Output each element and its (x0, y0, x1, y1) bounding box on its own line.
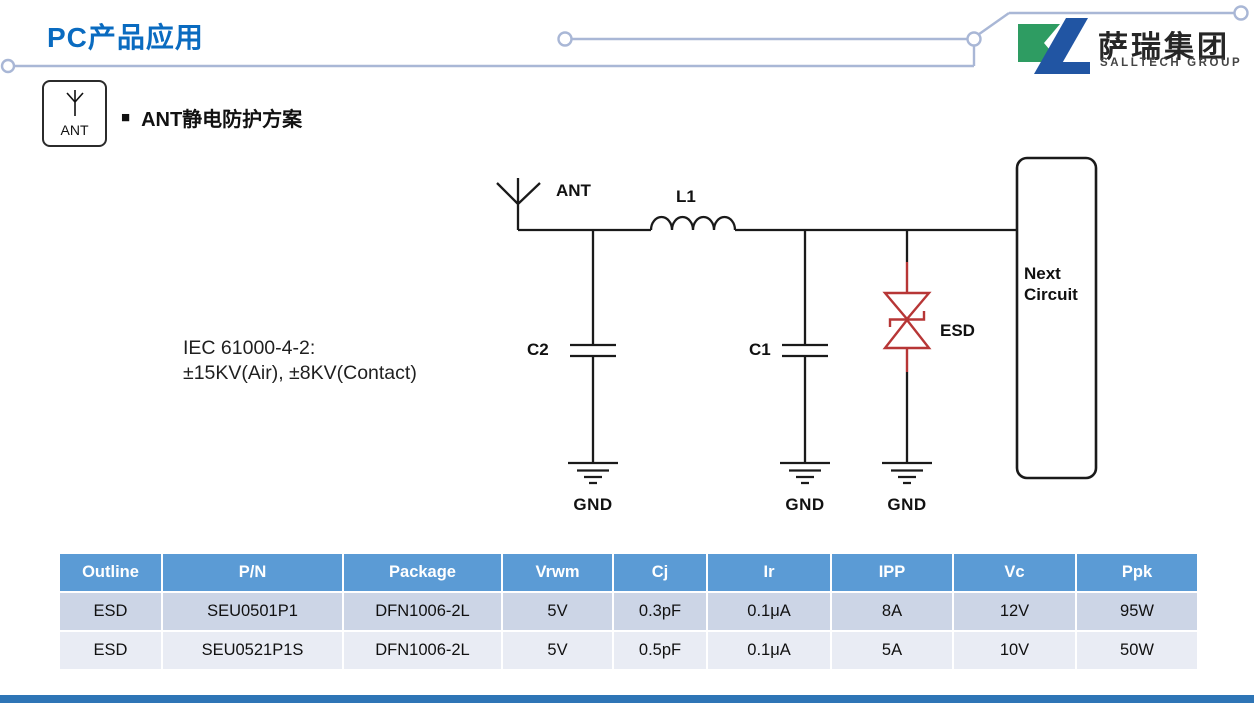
table-cell: 5A (830, 630, 954, 671)
next-circuit-label: Next Circuit (1024, 264, 1078, 304)
table-cell: SEU0521P1S (161, 630, 344, 671)
table-header-row: Outline P/N Package Vrwm Cj Ir IPP Vc Pp… (58, 552, 1199, 593)
table-cell: 0.3pF (612, 591, 708, 632)
table-row: ESD SEU0501P1 DFN1006-2L 5V 0.3pF 0.1μA … (58, 591, 1199, 632)
logo-name-en: SALLTECH GROUP (1100, 57, 1243, 69)
heading-bullet: ■ (121, 109, 131, 126)
table-header-cell: Outline (58, 552, 163, 593)
table-cell: 0.1μA (706, 630, 832, 671)
table-header-cell: Ir (706, 552, 832, 593)
table-header-cell: Vc (952, 552, 1077, 593)
iec-note-line2: ±15KV(Air), ±8KV(Contact) (183, 362, 417, 384)
table-cell: ESD (58, 630, 163, 671)
ant-badge-label: ANT (60, 122, 89, 138)
iec-standard-note: IEC 61000-4-2: ±15KV(Air), ±8KV(Contact) (183, 336, 417, 386)
ant-net-label: ANT (556, 181, 591, 200)
next-circuit-box (1015, 156, 1098, 480)
logo-name-cn: 萨瑞集团 (1098, 31, 1230, 64)
table-header-cell: IPP (830, 552, 954, 593)
table-cell: 50W (1075, 630, 1199, 671)
table-cell: 0.1μA (706, 591, 832, 632)
table-cell: 5V (501, 630, 614, 671)
bottom-accent-bar (0, 695, 1254, 703)
table-header-cell: Cj (612, 552, 708, 593)
table-cell: DFN1006-2L (342, 591, 503, 632)
page-title: PC产品应用 (47, 22, 204, 53)
gnd-label-3: GND (887, 495, 927, 514)
esd-tvs-diode (882, 262, 932, 372)
table-cell: DFN1006-2L (342, 630, 503, 671)
gnd-label-1: GND (573, 495, 613, 514)
ant-badge: ANT (42, 80, 107, 147)
iec-note-line1: IEC 61000-4-2: (183, 337, 316, 359)
esd-spec-table: Outline P/N Package Vrwm Cj Ir IPP Vc Pp… (58, 552, 1199, 671)
table-cell: 8A (830, 591, 954, 632)
table-header-cell: Ppk (1075, 552, 1199, 593)
capacitor-c2-label: C2 (527, 340, 549, 359)
antenna-icon (65, 90, 84, 116)
company-logo: 萨瑞集团 SALLTECH GROUP (1014, 10, 1244, 80)
section-heading-row: ■ ANT静电防护方案 (121, 103, 302, 132)
table-cell: 0.5pF (612, 630, 708, 671)
salltech-logo-icon (1018, 18, 1090, 74)
inductor-l1-label: L1 (676, 187, 696, 206)
table-row: ESD SEU0521P1S DFN1006-2L 5V 0.5pF 0.1μA… (58, 630, 1199, 671)
section-heading: ANT静电防护方案 (141, 109, 303, 131)
table-header-cell: Vrwm (501, 552, 614, 593)
table-cell: 5V (501, 591, 614, 632)
table-cell: ESD (58, 591, 163, 632)
gnd-label-2: GND (785, 495, 825, 514)
capacitor-c1-label: C1 (749, 340, 771, 359)
table-cell: 95W (1075, 591, 1199, 632)
table-cell: SEU0501P1 (161, 591, 344, 632)
table-header-cell: P/N (161, 552, 344, 593)
table-cell: 12V (952, 591, 1077, 632)
table-header-cell: Package (342, 552, 503, 593)
table-cell: 10V (952, 630, 1077, 671)
esd-label: ESD (940, 321, 975, 340)
